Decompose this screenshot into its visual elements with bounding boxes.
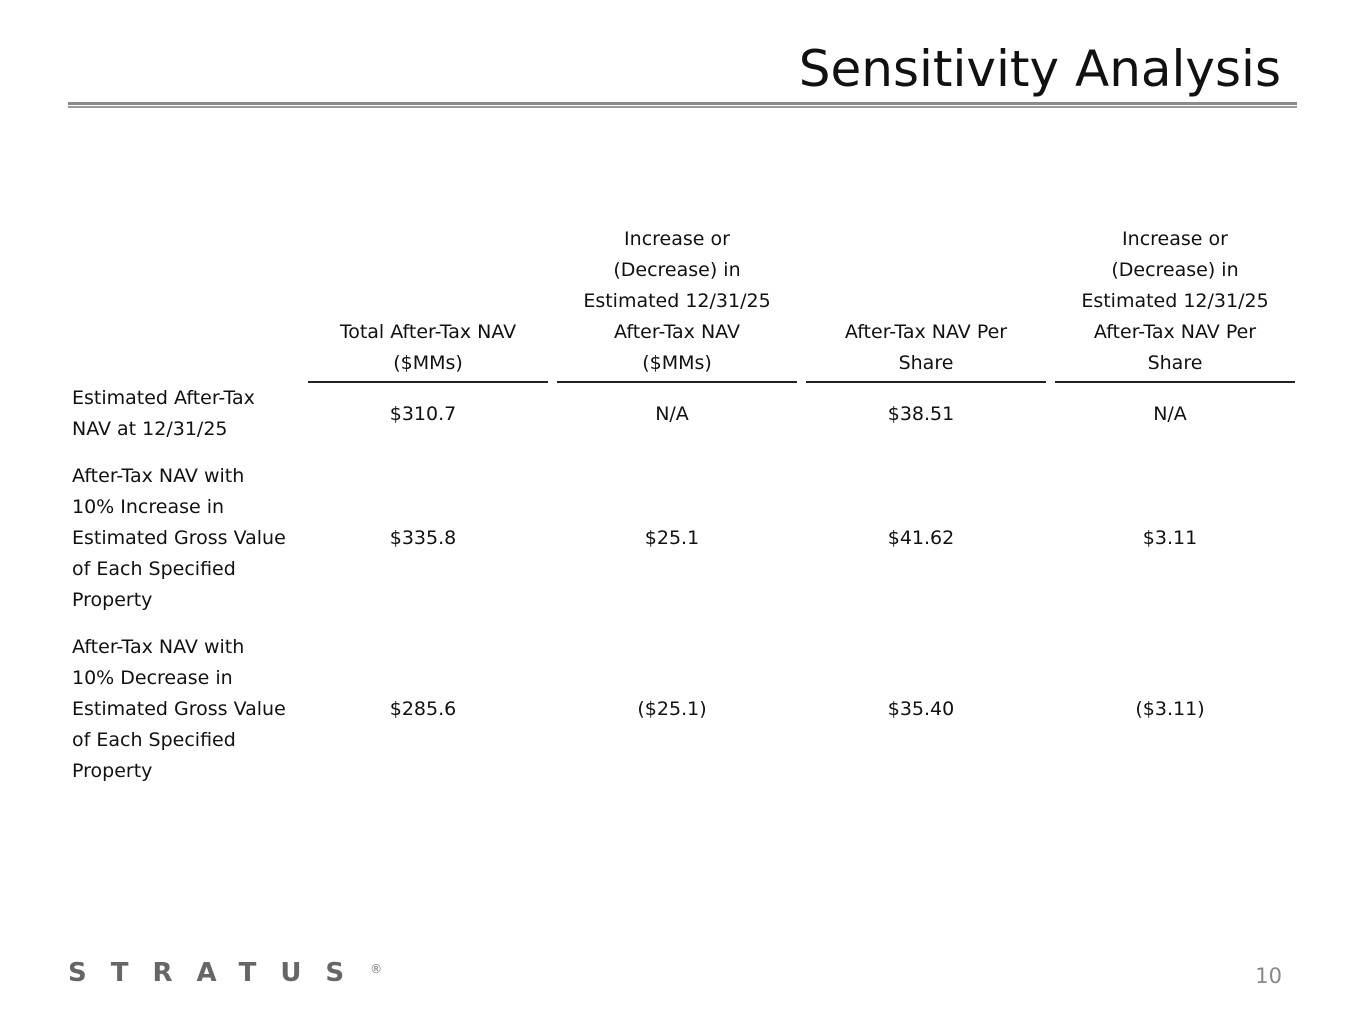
column-header: Increase or (Decrease) in Estimated 12/31/… bbox=[1055, 224, 1295, 379]
column-header-line: Estimated 12/31/25 bbox=[1081, 290, 1269, 312]
footer-logo: STRATUS ® bbox=[68, 958, 382, 988]
registered-mark: ® bbox=[370, 962, 383, 976]
table-cell: $285.6 bbox=[389, 698, 457, 720]
column-header: Increase or (Decrease) in Estimated 12/31/… bbox=[557, 224, 797, 379]
table-cell: ($3.11) bbox=[1135, 698, 1205, 720]
column-header-line: (Decrease) in bbox=[613, 259, 741, 281]
row-label: Estimated After-Tax NAV at 12/31/25 bbox=[72, 387, 255, 440]
header-underline bbox=[1055, 381, 1295, 383]
table-cell: $310.7 bbox=[389, 402, 457, 425]
column-header-line: ($MMs) bbox=[642, 352, 712, 374]
table-cell: $35.40 bbox=[887, 698, 955, 720]
row-label: After-Tax NAV with 10% Increase in Estimat… bbox=[72, 465, 286, 611]
column-header-line: Increase or bbox=[624, 228, 730, 250]
column-header-line: Share bbox=[1147, 352, 1203, 374]
table-cell: N/A bbox=[655, 402, 689, 425]
header-underline bbox=[806, 381, 1046, 383]
column-header-line: After-Tax NAV bbox=[614, 321, 740, 343]
table-cell: $41.62 bbox=[887, 527, 955, 549]
table-cell: $38.51 bbox=[887, 402, 955, 425]
stratus-logo: STRATUS bbox=[68, 958, 369, 988]
table-cell: $335.8 bbox=[389, 527, 457, 549]
table-cell: $3.11 bbox=[1142, 527, 1198, 549]
page-number: 10 bbox=[1255, 964, 1282, 988]
column-header-line: ($MMs) bbox=[393, 352, 463, 374]
header-underline bbox=[557, 381, 797, 383]
header-underline bbox=[308, 381, 548, 383]
column-header: Total After-Tax NAV ($MMs) bbox=[308, 224, 548, 379]
column-header-line: Increase or bbox=[1122, 228, 1228, 250]
row-label: After-Tax NAV with 10% Decrease in Estimat… bbox=[72, 636, 286, 782]
title-rule bbox=[68, 102, 1297, 105]
table-cell: $25.1 bbox=[644, 527, 700, 549]
column-header-line: After-Tax NAV Per bbox=[1093, 321, 1257, 343]
page-title: Sensitivity Analysis bbox=[798, 40, 1281, 98]
table-cell: N/A bbox=[1153, 402, 1187, 425]
column-header-line: (Decrease) in bbox=[1111, 259, 1239, 281]
table-cell: ($25.1) bbox=[637, 698, 707, 720]
column-header-line: After-Tax NAV Per bbox=[844, 321, 1008, 343]
title-rule-thin bbox=[68, 106, 1297, 108]
column-header-line: Estimated 12/31/25 bbox=[583, 290, 771, 312]
column-header-line: Share bbox=[898, 352, 954, 374]
column-header-line: Total After-Tax NAV bbox=[339, 321, 517, 343]
column-header: After-Tax NAV Per Share bbox=[806, 224, 1046, 379]
